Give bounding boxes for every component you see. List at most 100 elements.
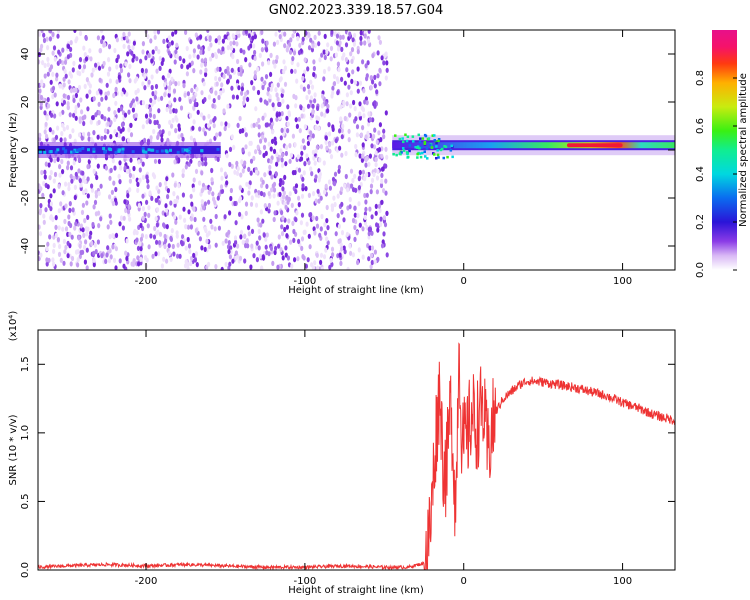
noise-speckle bbox=[51, 71, 55, 77]
noise-speckle bbox=[74, 38, 78, 44]
noise-speckle bbox=[280, 210, 284, 216]
noise-speckle bbox=[367, 38, 371, 44]
noise-speckle bbox=[342, 217, 346, 223]
noise-speckle bbox=[242, 49, 246, 55]
noise-speckle bbox=[88, 234, 92, 240]
noise-speckle bbox=[318, 157, 322, 163]
noise-speckle bbox=[181, 168, 185, 174]
onset-fleck bbox=[449, 149, 453, 152]
noise-speckle bbox=[200, 58, 204, 64]
noise-speckle bbox=[336, 90, 340, 96]
noise-speckle bbox=[78, 71, 82, 77]
noise-speckle bbox=[289, 37, 293, 43]
noise-speckle bbox=[83, 83, 87, 89]
noise-speckle bbox=[157, 96, 161, 102]
noise-speckle bbox=[256, 66, 260, 72]
noise-speckle bbox=[150, 74, 154, 80]
noise-speckle bbox=[219, 167, 224, 173]
noise-speckle bbox=[307, 160, 311, 166]
noise-speckle bbox=[157, 251, 161, 257]
noise-speckle bbox=[222, 73, 226, 79]
noise-speckle bbox=[206, 30, 210, 33]
noise-speckle bbox=[69, 261, 73, 267]
noise-speckle bbox=[252, 155, 256, 161]
noise-speckle bbox=[228, 161, 232, 168]
noise-speckle bbox=[169, 236, 173, 242]
noise-speckle bbox=[166, 188, 170, 194]
noise-speckle bbox=[156, 207, 160, 213]
noise-speckle bbox=[349, 250, 353, 256]
noise-speckle bbox=[244, 91, 248, 97]
noise-speckle bbox=[58, 83, 62, 89]
noise-speckle bbox=[153, 94, 157, 100]
noise-speckle bbox=[375, 175, 380, 181]
noise-speckle bbox=[269, 146, 273, 152]
noise-speckle bbox=[105, 252, 109, 258]
noise-speckle bbox=[336, 61, 340, 67]
noise-speckle bbox=[189, 113, 193, 119]
noise-speckle bbox=[207, 199, 211, 205]
noise-speckle bbox=[86, 106, 90, 112]
noise-speckle bbox=[367, 161, 371, 167]
noise-speckle bbox=[348, 243, 352, 249]
noise-speckle bbox=[344, 173, 348, 180]
noise-speckle bbox=[107, 57, 111, 63]
noise-speckle bbox=[259, 97, 263, 103]
noise-speckle bbox=[97, 223, 101, 229]
noise-speckle bbox=[286, 45, 290, 51]
noise-speckle bbox=[369, 183, 374, 189]
noise-speckle bbox=[81, 68, 85, 74]
noise-speckle bbox=[212, 123, 216, 129]
noise-speckle bbox=[57, 208, 61, 214]
noise-speckle bbox=[290, 202, 294, 208]
noise-speckle bbox=[385, 67, 389, 73]
noise-speckle bbox=[67, 214, 71, 220]
noise-speckle bbox=[93, 242, 97, 248]
noise-speckle bbox=[238, 115, 242, 122]
noise-speckle bbox=[287, 218, 291, 224]
noise-speckle bbox=[197, 44, 201, 50]
noise-speckle bbox=[86, 164, 90, 170]
noise-speckle bbox=[226, 103, 230, 109]
noise-speckle bbox=[349, 90, 353, 96]
noise-speckle bbox=[322, 254, 327, 260]
noise-speckle bbox=[315, 215, 319, 222]
noise-speckle bbox=[145, 257, 149, 263]
noise-speckle bbox=[341, 34, 345, 40]
noise-speckle bbox=[230, 134, 234, 140]
onset-fleck bbox=[437, 139, 440, 143]
noise-speckle bbox=[175, 230, 179, 236]
weak-band-fleck bbox=[188, 147, 192, 151]
snr-x-tick-label: -100 bbox=[294, 576, 317, 587]
noise-speckle bbox=[117, 173, 121, 179]
noise-speckle bbox=[313, 260, 317, 266]
noise-speckle bbox=[164, 207, 168, 213]
noise-speckle bbox=[45, 261, 49, 267]
noise-speckle bbox=[304, 186, 308, 192]
noise-speckle bbox=[146, 184, 150, 190]
noise-speckle bbox=[363, 33, 367, 39]
noise-speckle bbox=[112, 92, 116, 99]
noise-speckle bbox=[283, 226, 287, 233]
noise-speckle bbox=[362, 88, 366, 94]
noise-speckle bbox=[141, 41, 145, 47]
noise-speckle bbox=[216, 156, 220, 162]
noise-speckle bbox=[269, 124, 274, 130]
noise-speckle bbox=[197, 161, 201, 167]
noise-speckle bbox=[46, 71, 50, 77]
noise-speckle bbox=[210, 224, 214, 230]
weak-band-fleck bbox=[63, 150, 67, 154]
noise-speckle bbox=[340, 134, 344, 140]
noise-speckle bbox=[329, 56, 333, 62]
noise-speckle bbox=[49, 201, 54, 207]
noise-speckle bbox=[76, 102, 81, 108]
noise-speckle bbox=[356, 259, 360, 266]
noise-speckle bbox=[144, 55, 148, 61]
noise-speckle bbox=[342, 52, 346, 58]
noise-speckle bbox=[350, 58, 354, 64]
noise-speckle bbox=[380, 243, 385, 249]
noise-speckle bbox=[256, 89, 261, 96]
noise-speckle bbox=[384, 146, 388, 152]
noise-speckle bbox=[220, 121, 224, 127]
noise-speckle bbox=[70, 178, 74, 184]
